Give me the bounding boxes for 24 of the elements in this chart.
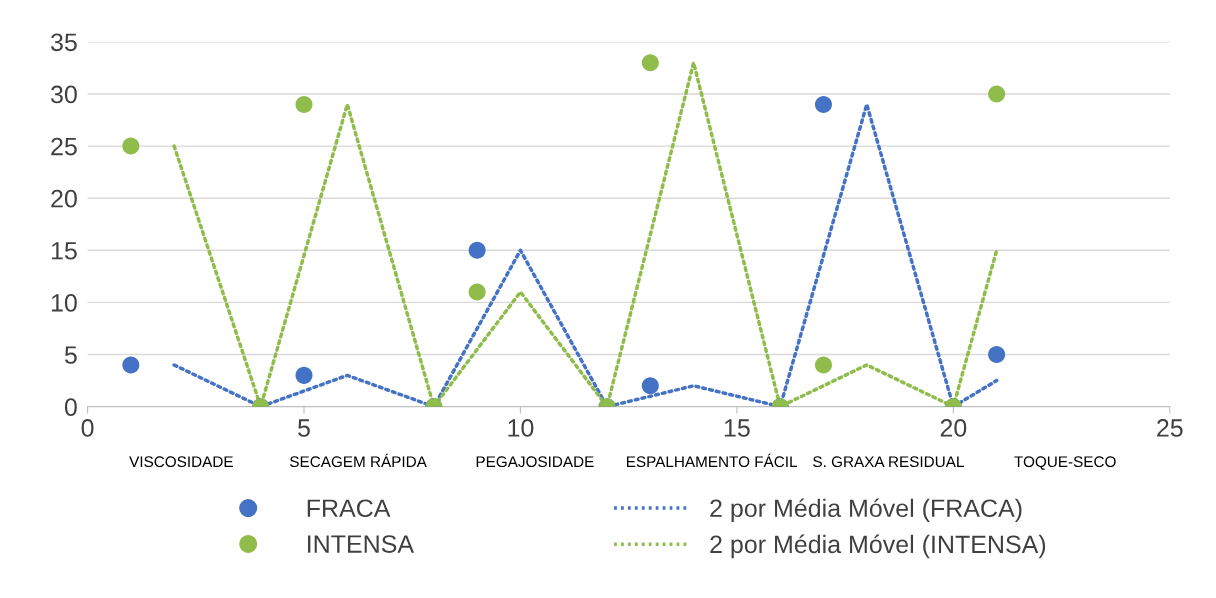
x-tick-label: 10 (508, 419, 534, 437)
x-tick-label: 0 (81, 419, 94, 437)
text: ESPALHAMENTO FÁCIL (627, 453, 798, 468)
x-tick-label: 25 (1157, 419, 1183, 437)
legend-label: INTENSA (308, 535, 415, 553)
y-tick-label: 35 (50, 33, 77, 52)
text: TOQUE-SECO (1014, 456, 1116, 470)
legend-label: 2 por Média Móvel (FRACA) (710, 498, 1022, 523)
y-tick-label: 20 (51, 189, 77, 208)
text: VISCOSIDADE (129, 456, 233, 468)
y-tick-label: 15 (51, 242, 77, 260)
text: SECAGEM RÁPIDA (290, 453, 427, 468)
text: S. GRAXA RESIDUAL (813, 456, 964, 468)
x-tick-label: 15 (724, 419, 750, 437)
y-tick-label: 5 (64, 346, 77, 364)
y-tick-label: 10 (51, 294, 77, 312)
text: PEGAJOSIDADE (476, 456, 594, 468)
y-tick-label: 30 (50, 85, 77, 104)
x-tick-label: 5 (298, 419, 310, 437)
legend-label: FRACA (307, 499, 391, 518)
y-tick-label: 25 (51, 137, 77, 156)
legend-label: 2 por Média Móvel (INTENSA) (710, 534, 1046, 559)
x-tick-label: 20 (940, 419, 967, 437)
y-tick-label: 0 (64, 398, 77, 416)
